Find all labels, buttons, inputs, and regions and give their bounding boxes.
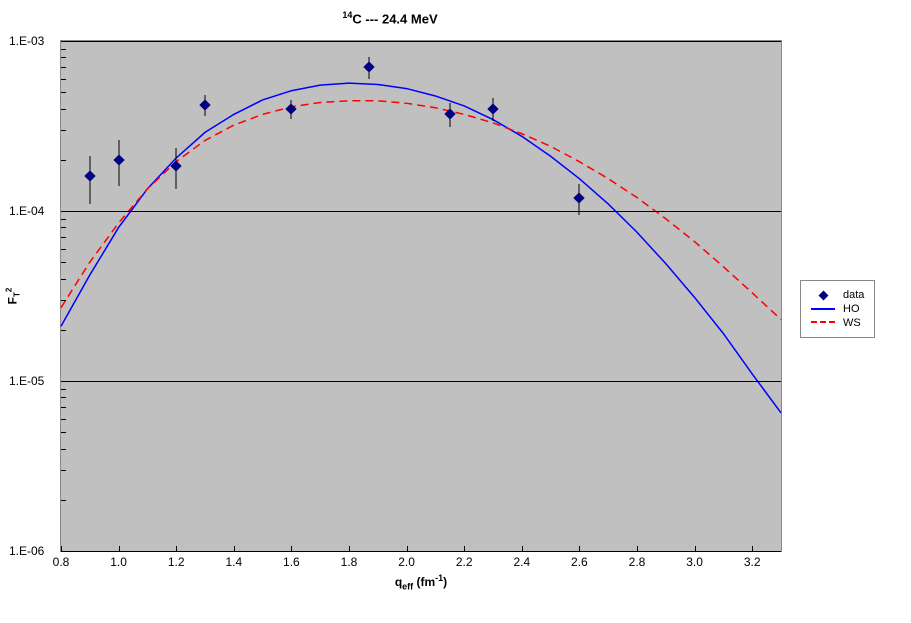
x-tick-label: 3.0 — [686, 555, 703, 569]
x-tick-label: 1.6 — [283, 555, 300, 569]
x-tick-label: 2.4 — [513, 555, 530, 569]
x-tick-label: 0.8 — [53, 555, 70, 569]
plot-area: qeff (fm-1) FT2 1.E-061.E-051.E-041.E-03… — [60, 40, 782, 552]
x-axis-label: qeff (fm-1) — [61, 573, 781, 591]
chart-title: 14C --- 24.4 MeV — [0, 10, 780, 26]
legend-item-ho: HO — [811, 303, 864, 315]
y-tick-label: 1.E-06 — [9, 544, 44, 558]
legend-item-ws: WS — [811, 317, 864, 329]
dashed-line-icon — [811, 321, 835, 325]
ho-curve — [61, 83, 781, 413]
y-tick-label: 1.E-03 — [9, 34, 44, 48]
y-tick-label: 1.E-05 — [9, 374, 44, 388]
legend-item-data: data — [811, 289, 864, 301]
x-tick-label: 1.2 — [168, 555, 185, 569]
y-axis-label: FT2 — [4, 288, 21, 305]
x-tick-label: 1.0 — [110, 555, 127, 569]
curves-svg — [61, 41, 781, 551]
x-tick-label: 1.4 — [225, 555, 242, 569]
legend-label: HO — [843, 303, 860, 315]
x-tick-label: 2.2 — [456, 555, 473, 569]
x-tick-label: 3.2 — [744, 555, 761, 569]
xlabel-sub: eff — [402, 581, 413, 591]
ylabel-pre: F — [5, 297, 19, 304]
ylabel-sub: T — [13, 292, 22, 297]
legend-label: WS — [843, 317, 861, 329]
chart-container: 14C --- 24.4 MeV qeff (fm-1) FT2 1.E-061… — [0, 0, 911, 623]
diamond-icon — [811, 292, 835, 299]
x-tick-label: 2.6 — [571, 555, 588, 569]
gridline — [61, 211, 781, 212]
legend-label: data — [843, 289, 864, 301]
x-tick-label: 2.0 — [398, 555, 415, 569]
xlabel-post: (fm — [413, 575, 435, 589]
title-superscript: 14 — [342, 10, 352, 20]
x-tick-label: 2.8 — [629, 555, 646, 569]
y-tick-label: 1.E-04 — [9, 204, 44, 218]
ylabel-sup: 2 — [4, 288, 13, 292]
xlabel-sup: -1 — [435, 573, 443, 583]
xlabel-close: ) — [443, 575, 447, 589]
x-tick-label: 1.8 — [341, 555, 358, 569]
title-text: C --- 24.4 MeV — [352, 11, 437, 26]
legend: data HO WS — [800, 280, 875, 338]
gridline — [61, 381, 781, 382]
line-icon — [811, 308, 835, 310]
gridline — [61, 41, 781, 42]
gridline — [61, 551, 781, 552]
